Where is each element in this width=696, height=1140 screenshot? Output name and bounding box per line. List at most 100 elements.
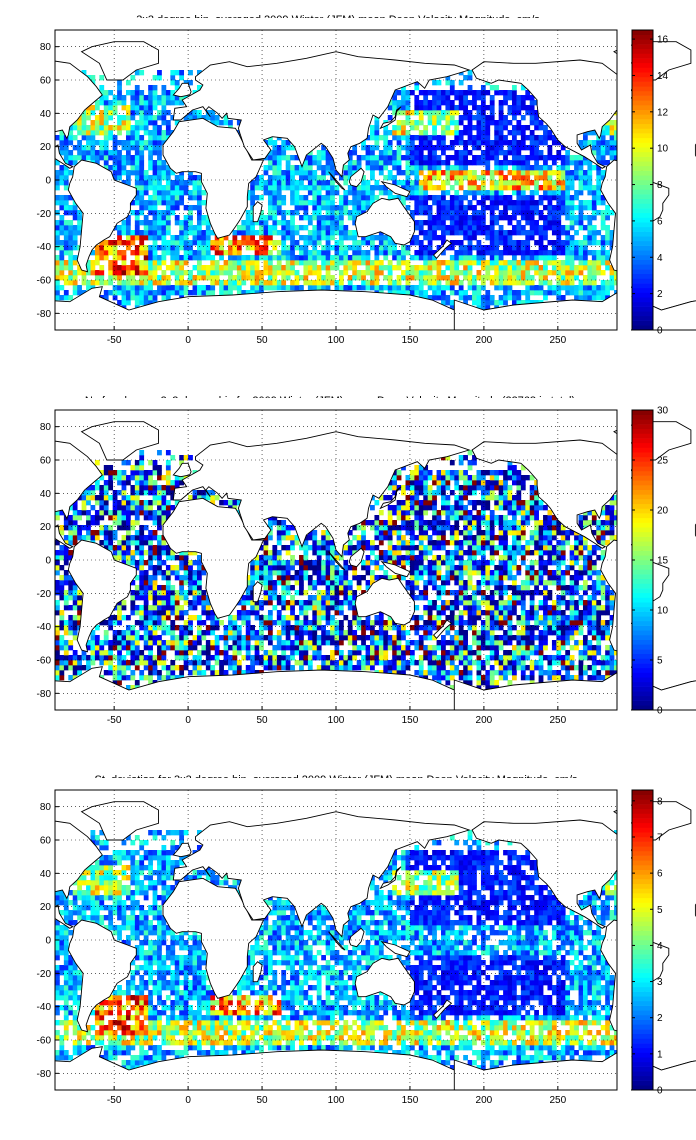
heatmap-cell <box>134 595 140 601</box>
heatmap-cell <box>441 650 446 656</box>
heatmap-cell <box>489 260 495 266</box>
heatmap-cell <box>556 195 562 201</box>
heatmap-cell <box>405 205 411 211</box>
heatmap-cell <box>392 135 397 141</box>
heatmap-cell <box>63 640 69 646</box>
heatmap-cell <box>210 240 216 246</box>
heatmap-cell <box>445 95 451 101</box>
heatmap-cell <box>507 240 513 246</box>
heatmap-cell <box>423 230 429 236</box>
heatmap-cell <box>614 135 619 141</box>
heatmap-cell <box>511 205 517 211</box>
heatmap-cell <box>321 215 326 221</box>
heatmap-cell <box>103 280 109 286</box>
heatmap-cell <box>325 225 331 231</box>
heatmap-cell <box>157 165 162 171</box>
heatmap-cell <box>578 630 584 636</box>
heatmap-cell <box>121 105 127 111</box>
heatmap-cell <box>125 125 131 131</box>
heatmap-cell <box>507 600 513 606</box>
heatmap-cell <box>432 635 437 641</box>
heatmap-cell <box>578 200 584 206</box>
heatmap-cell <box>472 300 477 306</box>
heatmap-cell <box>414 195 420 201</box>
heatmap-cell <box>409 140 415 146</box>
heatmap-cell <box>498 250 504 256</box>
heatmap-cell <box>112 105 118 111</box>
heatmap-cell <box>378 250 384 256</box>
heatmap-cell <box>188 280 193 286</box>
heatmap-cell <box>59 250 65 256</box>
heatmap-cell <box>489 185 495 191</box>
heatmap-cell <box>543 195 548 201</box>
heatmap-cell <box>294 660 300 666</box>
heatmap-cell <box>414 235 420 241</box>
heatmap-cell <box>161 215 167 221</box>
heatmap-cell <box>214 635 220 641</box>
heatmap-cell <box>299 610 304 616</box>
heatmap-cell <box>290 175 295 181</box>
heatmap-cell <box>405 90 411 96</box>
heatmap-cell <box>196 255 202 261</box>
heatmap-cell <box>130 625 136 631</box>
heatmap-cell <box>529 255 535 261</box>
heatmap-cell <box>427 270 433 276</box>
heatmap-cell <box>463 75 468 81</box>
heatmap-cell <box>449 245 455 251</box>
heatmap-cell <box>441 150 446 156</box>
heatmap-cell <box>574 190 579 196</box>
heatmap-cell <box>485 155 491 161</box>
heatmap-cell <box>130 95 136 101</box>
y-tick-label: 60 <box>40 76 52 87</box>
heatmap-cell <box>534 660 539 666</box>
heatmap-cell <box>188 670 193 676</box>
heatmap-cell <box>485 675 491 681</box>
heatmap-cell <box>152 660 158 666</box>
heatmap-cell <box>480 640 486 646</box>
heatmap-cell <box>423 125 429 131</box>
heatmap-cell <box>467 250 473 256</box>
heatmap-cell <box>232 645 238 651</box>
heatmap-cell <box>232 285 238 291</box>
heatmap-cell <box>334 620 340 626</box>
heatmap-cell <box>458 160 464 166</box>
heatmap-cell <box>272 655 278 661</box>
heatmap-cell <box>130 675 136 681</box>
heatmap-cell <box>405 280 411 286</box>
heatmap-cell <box>551 240 557 246</box>
heatmap-cell <box>134 85 140 91</box>
heatmap-cell <box>170 205 176 211</box>
heatmap-cell <box>307 665 313 671</box>
heatmap-cell <box>294 205 300 211</box>
heatmap-cell <box>485 190 491 196</box>
heatmap-cell <box>338 195 344 201</box>
heatmap-cell <box>454 655 460 661</box>
heatmap-cell <box>458 210 464 216</box>
heatmap-cell <box>569 175 575 181</box>
heatmap-cell <box>578 610 584 616</box>
x-axis: -50 0 50 100 150 200 250 <box>107 326 567 346</box>
heatmap-cell <box>418 220 424 226</box>
heatmap-cell <box>170 80 176 86</box>
heatmap-cell <box>143 230 149 236</box>
heatmap-cell <box>299 245 304 251</box>
heatmap-cell <box>148 95 153 101</box>
heatmap-cell <box>534 185 539 191</box>
heatmap-cell <box>307 630 313 636</box>
heatmap-cell <box>108 670 114 676</box>
colorbar-swatch <box>632 62 653 68</box>
heatmap-cell <box>405 165 411 171</box>
heatmap-cell <box>321 625 326 631</box>
colorbar-swatch <box>632 170 653 176</box>
heatmap-cell <box>365 180 371 186</box>
heatmap-cell <box>77 660 82 666</box>
heatmap-cell <box>325 605 331 611</box>
heatmap-cell <box>507 205 513 211</box>
heatmap-cell <box>250 670 256 676</box>
heatmap-cell <box>148 250 153 256</box>
heatmap-cell <box>157 275 162 281</box>
heatmap-cell <box>418 265 424 271</box>
heatmap-cell <box>600 135 606 141</box>
heatmap-cell <box>250 230 256 236</box>
heatmap-cell <box>423 195 429 201</box>
